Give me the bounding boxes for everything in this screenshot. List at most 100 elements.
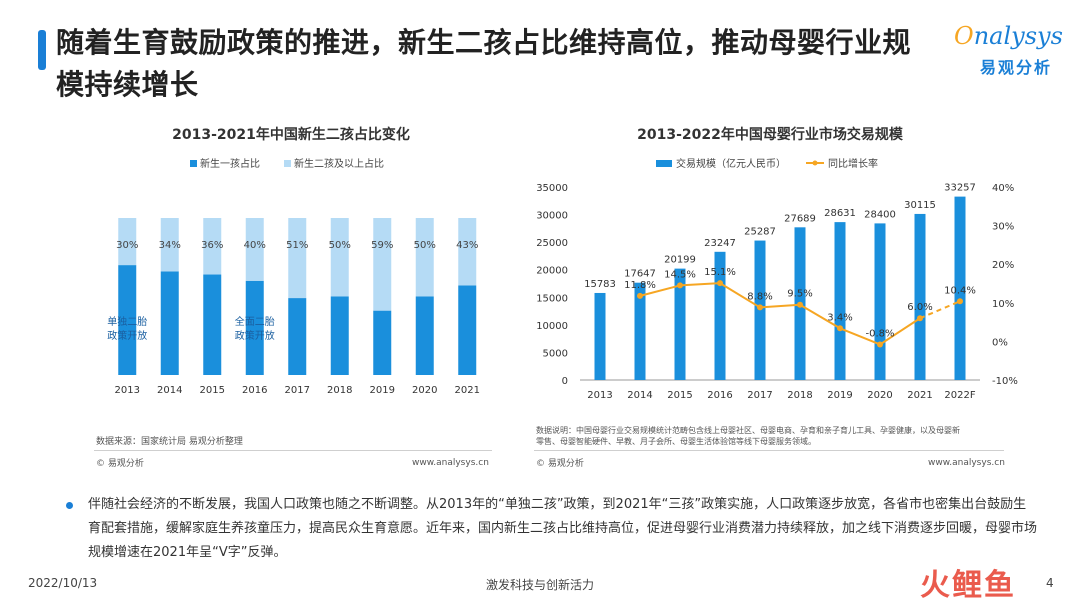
x-tick-2019: 2019 <box>827 390 852 401</box>
growth-segment-2021 <box>919 300 961 320</box>
data-label-2018: 50% <box>329 240 351 251</box>
bar-second-child-2013 <box>118 218 137 266</box>
bar-label-2014: 17647 <box>624 269 656 280</box>
left-tick-5: 25000 <box>536 238 568 249</box>
right-copyright: © 易观分析 <box>536 459 584 469</box>
bar-second-child-2016 <box>245 218 264 281</box>
watermark-logo: 火鲤鱼 <box>920 568 1016 603</box>
growth-point-2016 <box>717 280 723 287</box>
annotation-line2-1: 政策开放 <box>235 329 275 342</box>
right-website: www.analysys.cn <box>928 458 1005 468</box>
left-chart-title: 2013-2021年中国新生二孩占比变化 <box>172 127 410 143</box>
left-copyright: © 易观分析 <box>96 459 144 469</box>
bar-2013 <box>594 292 606 380</box>
bar-first-child-2016 <box>245 280 264 375</box>
right-note-2: 零售、母婴智能硬件、早教、月子会所、母婴生活体验馆等线下母婴服务领域。 <box>536 437 816 446</box>
bar-label-2020: 28400 <box>864 209 896 220</box>
bar-second-child-2015 <box>203 218 222 275</box>
data-label-2021: 43% <box>456 240 478 251</box>
x-tick-2013: 2013 <box>115 385 140 396</box>
bar-label-2015: 20199 <box>664 255 696 266</box>
left-tick-0: 0 <box>562 376 568 387</box>
bar-first-child-2017 <box>288 298 307 375</box>
x-tick-2021: 2021 <box>455 385 480 396</box>
x-tick-2016: 2016 <box>242 385 267 396</box>
logo-chinese: 易观分析 <box>980 58 1053 77</box>
data-label-2015: 36% <box>201 240 223 251</box>
legend-label-growth: 同比增长率 <box>828 157 878 170</box>
bar-label-2018: 27689 <box>784 213 816 224</box>
growth-point-2015 <box>677 282 683 289</box>
x-tick-2020: 2020 <box>867 390 892 401</box>
data-label-2016: 40% <box>244 240 266 251</box>
growth-label-2014: 11.8% <box>624 280 656 291</box>
bar-second-child-2017 <box>288 218 307 299</box>
annotation-line1-0: 单独二胎 <box>107 315 147 328</box>
x-tick-2013: 2013 <box>587 390 612 401</box>
growth-label-2020: -0.8% <box>865 328 894 339</box>
x-tick-2018: 2018 <box>327 385 352 396</box>
bar-second-child-2020 <box>415 218 434 297</box>
growth-point-2018 <box>797 301 803 308</box>
growth-segment-2016 <box>719 282 761 309</box>
footer-date: 2022/10/13 <box>28 576 98 590</box>
growth-point-2021 <box>917 315 923 322</box>
growth-point-2019 <box>837 325 843 332</box>
bar-first-child-2019 <box>373 310 392 375</box>
left-source: 数据来源：国家统计局 易观分析整理 <box>96 437 243 447</box>
title-accent-bar <box>38 30 46 70</box>
summary-paragraph: 伴随社会经济的不断发展，我国人口政策也随之不断调整。从2013年的“单独二孩”政… <box>88 497 1038 560</box>
bar-label-2019: 28631 <box>824 208 856 219</box>
right-tick-5: 40% <box>992 183 1014 194</box>
right-tick-0: -10% <box>992 376 1018 387</box>
x-tick-2015: 2015 <box>200 385 225 396</box>
data-label-2019: 59% <box>371 240 393 251</box>
legend-label-bars: 交易规模（亿元人民币） <box>676 157 786 170</box>
data-label-2014: 34% <box>159 240 181 251</box>
bar-2019 <box>834 222 846 380</box>
left-tick-1: 5000 <box>543 348 568 359</box>
bar-label-2021: 30115 <box>904 200 936 211</box>
x-tick-2017: 2017 <box>285 385 310 396</box>
bar-2015 <box>674 268 686 380</box>
bar-label-2013: 15783 <box>584 279 616 290</box>
growth-point-2020 <box>877 341 883 348</box>
bar-first-child-2014 <box>160 271 179 375</box>
left-tick-7: 35000 <box>536 183 568 194</box>
legend-swatch-second-child <box>284 160 291 167</box>
annotation-line2-0: 政策开放 <box>107 329 147 342</box>
growth-segment-2018 <box>799 303 841 330</box>
left-divider <box>94 450 492 451</box>
bar-2022F <box>954 196 966 380</box>
footer-slogan: 激发科技与创新活力 <box>485 578 594 592</box>
growth-segment-2017 <box>759 303 801 309</box>
bar-first-child-2013 <box>118 265 137 375</box>
x-tick-2016: 2016 <box>707 390 732 401</box>
bar-label-2022F: 33257 <box>944 183 976 194</box>
x-tick-2014: 2014 <box>157 385 182 396</box>
x-tick-2021: 2021 <box>907 390 932 401</box>
x-tick-2018: 2018 <box>787 390 812 401</box>
bar-2014 <box>634 282 646 380</box>
bar-label-2017: 25287 <box>744 227 776 238</box>
x-tick-2017: 2017 <box>747 390 772 401</box>
data-label-2013: 30% <box>116 240 138 251</box>
analysys-logo: Onalysys 易观分析 <box>954 22 1064 82</box>
x-tick-2015: 2015 <box>667 390 692 401</box>
growth-label-2018: 9.5% <box>787 289 812 300</box>
legend-swatch-first-child <box>190 160 197 167</box>
right-chart-title: 2013-2022年中国母婴行业市场交易规模 <box>637 127 903 143</box>
bar-label-2016: 23247 <box>704 238 736 249</box>
bar-2020 <box>874 223 886 380</box>
left-tick-2: 10000 <box>536 321 568 332</box>
bar-first-child-2015 <box>203 274 222 375</box>
bar-first-child-2021 <box>458 285 477 375</box>
legend-swatch-bars <box>656 160 672 167</box>
bar-second-child-2018 <box>330 218 349 297</box>
x-tick-2020: 2020 <box>412 385 437 396</box>
bar-first-child-2018 <box>330 296 349 375</box>
left-tick-3: 15000 <box>536 293 568 304</box>
page-number: 4 <box>1046 576 1054 590</box>
right-chart: 交易规模（亿元人民币） 同比增长率 0 5000 10000 15000 20000 2500… <box>536 157 1018 401</box>
logo-o-letter: O <box>954 22 974 50</box>
